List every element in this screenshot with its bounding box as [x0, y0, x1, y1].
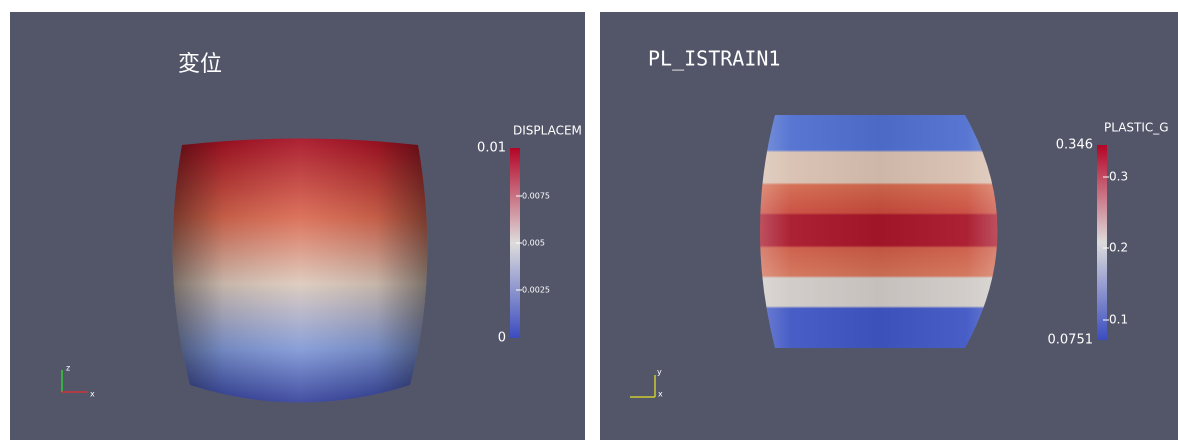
- color-bar-tick-label: 0.3: [1109, 170, 1128, 184]
- render-view: PL_ISTRAIN1 PLASTIC_G 0.346 0.0751 0.3 0.2 0.1…: [600, 12, 1178, 440]
- axis-label: z: [66, 364, 70, 373]
- color-bar-max: 0.346: [1056, 138, 1093, 153]
- axis-label: x: [90, 390, 95, 399]
- color-bar-tick-label: 0.005: [522, 239, 545, 248]
- color-bar-label: DISPLACEM: [513, 124, 582, 138]
- color-bar-tick-label: 0.1: [1109, 313, 1128, 327]
- color-bar-min: 0.0751: [1048, 333, 1094, 348]
- render-view: 変位 DISPLACEM 0.01 0 0.0075 0.005 0.0025 z x: [10, 12, 585, 440]
- axis-label: y: [657, 368, 662, 377]
- color-bar-tick-label: 0.0025: [522, 286, 550, 295]
- mesh-shade: [760, 115, 998, 348]
- view-title: 変位: [178, 52, 222, 77]
- view-title: PL_ISTRAIN1: [648, 47, 780, 71]
- color-bar-max: 0.01: [477, 141, 506, 156]
- color-bar-label: PLASTIC_G: [1104, 121, 1169, 135]
- mesh-shade: [172, 138, 428, 403]
- color-bar: [510, 148, 520, 338]
- axis-label: x: [658, 390, 663, 399]
- color-bar-tick-label: 0.0075: [522, 192, 550, 201]
- color-bar-min: 0: [498, 331, 506, 346]
- color-bar-tick-label: 0.2: [1109, 241, 1128, 255]
- color-bar: [1097, 145, 1107, 340]
